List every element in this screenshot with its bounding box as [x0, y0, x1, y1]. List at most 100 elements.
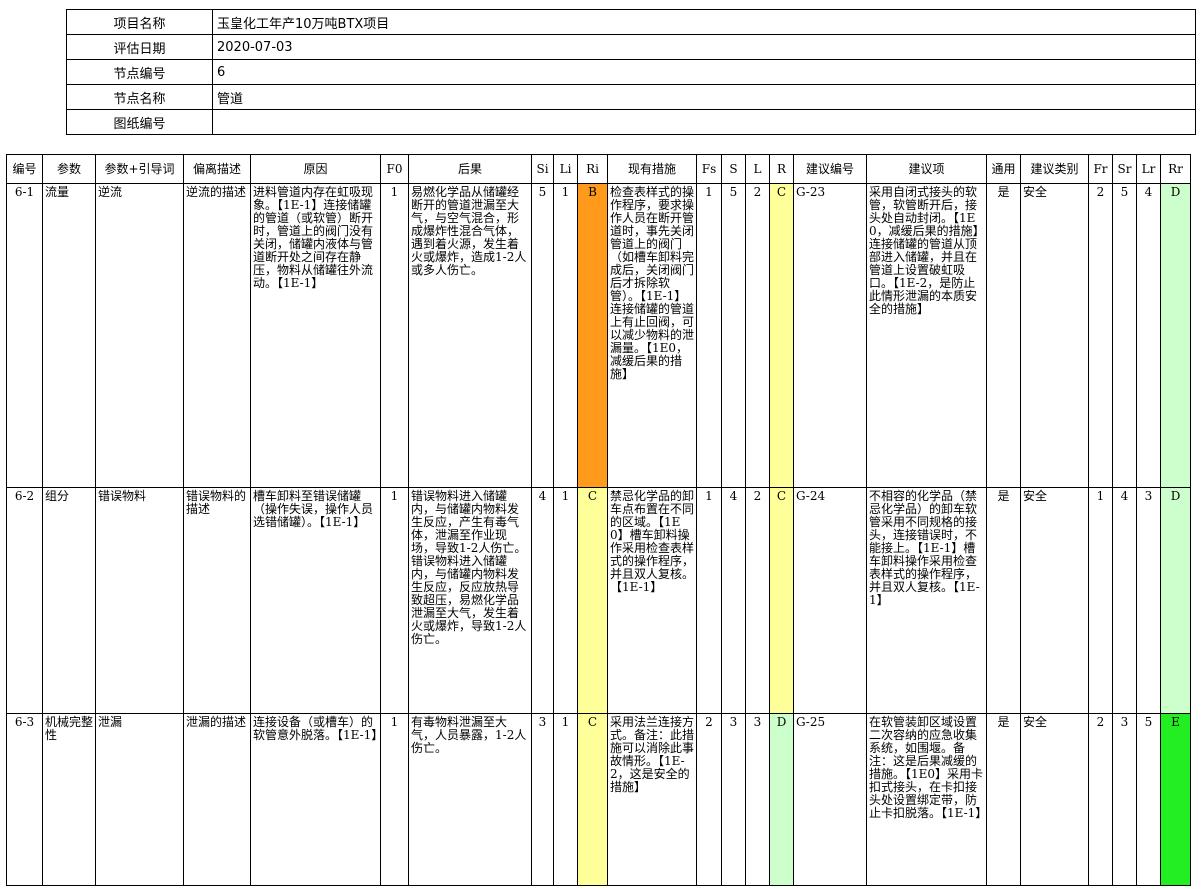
risk-cell: C: [577, 713, 608, 886]
info-value: 玉皇化工年产10万吨BTX项目: [212, 9, 1196, 35]
cell: 1: [1088, 487, 1113, 714]
info-row: 图纸编号: [66, 109, 1196, 135]
column-header: 参数+引导词: [95, 154, 184, 184]
column-header: 建议项: [866, 154, 987, 184]
cell: 错误物料的描述: [183, 487, 251, 714]
column-header: Si: [531, 154, 554, 184]
cell: 1: [696, 183, 722, 488]
cell: 2: [696, 713, 722, 886]
cell: 槽车卸料至错误储罐（操作失误，操作人员选错储罐）。【1E-1】: [250, 487, 381, 714]
info-row: 节点编号 6: [66, 59, 1196, 85]
cell: 1: [553, 183, 578, 488]
info-row: 评估日期 2020-07-03: [66, 34, 1196, 60]
cell: 6-3: [6, 713, 43, 886]
cell: 6-1: [6, 183, 43, 488]
column-header: Li: [553, 154, 578, 184]
cell: 进料管道内存在虹吸现象。【1E-1】连接储罐的管道（或软管）断开时，管道上的阀门…: [250, 183, 381, 488]
cell: 安全: [1020, 713, 1089, 886]
cell: 有毒物料泄漏至大气，人员暴露，1-2人伤亡。: [408, 713, 532, 886]
hazop-table: 编号 参数 参数+引导词 偏离描述 原因 F0 后果 Si Li Ri 现有措施 Fs S L R 建议编号建…: [6, 154, 1191, 886]
column-header: Lr: [1136, 154, 1161, 184]
cell: 泄漏的描述: [183, 713, 251, 886]
cell: 2: [745, 183, 770, 488]
cell: 1: [553, 713, 578, 886]
cell: 4: [1112, 487, 1137, 714]
info-row: 节点名称 管道: [66, 84, 1196, 110]
header-row: 编号 参数 参数+引导词 偏离描述 原因 F0 后果 Si Li Ri 现有措施 Fs S L R 建议编号建…: [6, 154, 1191, 184]
info-row: 项目名称 玉皇化工年产10万吨BTX项目: [66, 9, 1196, 35]
cell: 2: [1088, 183, 1113, 488]
info-label: 项目名称: [66, 9, 213, 35]
cell: 易燃化学品从储罐经断开的管道泄漏至大气，与空气混合，形成爆炸性混合气体，遇到着火…: [408, 183, 532, 488]
column-header: Rr: [1160, 154, 1191, 184]
cell: 5: [721, 183, 746, 488]
data-row: 6-3 机械完整性 泄漏 泄漏的描述 连接设备（或槽车）的软管意外脱落。【1E-1】 1 有…: [6, 713, 1191, 886]
risk-cell: D: [769, 713, 794, 886]
risk-cell: E: [1160, 713, 1191, 886]
data-row: 6-2 组分 错误物料 错误物料的描述 槽车卸料至错误储罐（操作失误，操作人员选错储罐）…: [6, 487, 1191, 714]
column-header: 后果: [408, 154, 532, 184]
cell: 是: [986, 183, 1021, 488]
info-value: 管道: [212, 84, 1196, 110]
cell: 机械完整性: [42, 713, 96, 886]
info-label: 评估日期: [66, 34, 213, 60]
cell: 5: [531, 183, 554, 488]
cell: 1: [380, 487, 409, 714]
column-header: 现有措施: [607, 154, 697, 184]
column-header: 通用: [986, 154, 1021, 184]
cell: 4: [1136, 183, 1161, 488]
info-label: 节点编号: [66, 59, 213, 85]
column-header: 参数: [42, 154, 96, 184]
risk-cell: C: [769, 183, 794, 488]
info-value: 6: [212, 59, 1196, 85]
cell: 采用法兰连接方式。备注：此措施可以消除此事故情形。【1E-2，这是安全的措施】: [607, 713, 697, 886]
cell: 5: [1112, 183, 1137, 488]
info-value: [212, 109, 1196, 135]
data-row: 6-1 流量 逆流 逆流的描述 进料管道内存在虹吸现象。【1E-1】连接储罐的管道（或软…: [6, 183, 1191, 488]
column-header: 原因: [250, 154, 381, 184]
info-label: 图纸编号: [66, 109, 213, 135]
info-label: 节点名称: [66, 84, 213, 110]
column-header: L: [745, 154, 770, 184]
cell: 泄漏: [95, 713, 184, 886]
risk-cell: D: [1160, 487, 1191, 714]
cell: 2: [745, 487, 770, 714]
cell: 2: [1088, 713, 1113, 886]
cell: 3: [1136, 487, 1161, 714]
column-header: Fr: [1088, 154, 1113, 184]
column-header: Ri: [577, 154, 608, 184]
cell: 3: [531, 713, 554, 886]
cell: 连接设备（或槽车）的软管意外脱落。【1E-1】: [250, 713, 381, 886]
column-header: Fs: [696, 154, 722, 184]
cell: 安全: [1020, 183, 1089, 488]
column-header: Sr: [1112, 154, 1137, 184]
column-header: 建议类别: [1020, 154, 1089, 184]
column-header: 编号: [6, 154, 43, 184]
cell: 1: [380, 713, 409, 886]
cell: G-24: [793, 487, 867, 714]
cell: 不相容的化学品（禁忌化学品）的卸车软管采用不同规格的接头，连接错误时，不能接上。…: [866, 487, 987, 714]
cell: 是: [986, 487, 1021, 714]
cell: 4: [721, 487, 746, 714]
risk-cell: C: [577, 487, 608, 714]
cell: 逆流: [95, 183, 184, 488]
cell: 禁忌化学品的卸车点布置在不同的区域。【1E0】槽车卸料操作采用检查表样式的操作程…: [607, 487, 697, 714]
cell: 3: [1112, 713, 1137, 886]
cell: 逆流的描述: [183, 183, 251, 488]
column-header: 偏离描述: [183, 154, 251, 184]
cell: 6-2: [6, 487, 43, 714]
cell: 错误物料: [95, 487, 184, 714]
cell: 1: [380, 183, 409, 488]
cell: 安全: [1020, 487, 1089, 714]
column-header: R: [769, 154, 794, 184]
column-header: S: [721, 154, 746, 184]
cell: G-25: [793, 713, 867, 886]
cell: 采用自闭式接头的软管，软管断开后，接头处自动封闭。【1E0，减缓后果的措施】连接…: [866, 183, 987, 488]
column-header: 建议编号: [793, 154, 867, 184]
cell: 检查表样式的操作程序，要求操作人员在断开管道时，事先关闭管道上的阀门（如槽车卸料…: [607, 183, 697, 488]
cell: 流量: [42, 183, 96, 488]
cell: 1: [696, 487, 722, 714]
info-value: 2020-07-03: [212, 34, 1196, 60]
cell: 错误物料进入储罐内，与储罐内物料发生反应，产生有毒气体，泄漏至作业现场，导致1-…: [408, 487, 532, 714]
cell: 5: [1136, 713, 1161, 886]
